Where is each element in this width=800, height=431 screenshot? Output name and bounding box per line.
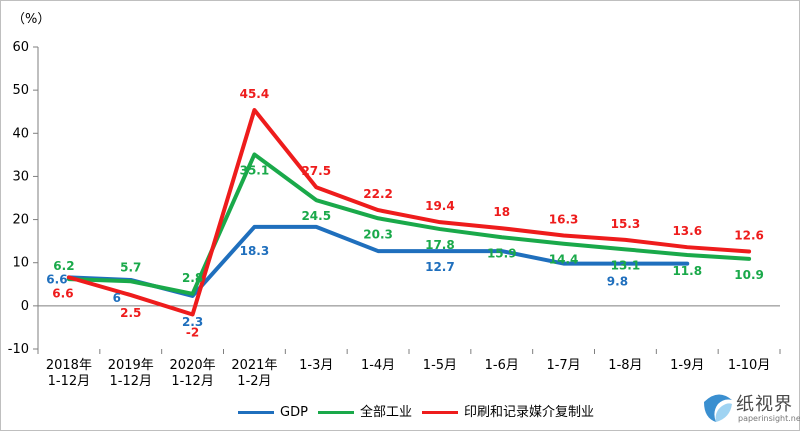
- x-tick-label: 1-8月: [608, 358, 642, 373]
- data-label: 6: [113, 291, 121, 305]
- data-label: 45.4: [240, 87, 270, 101]
- data-label: 13.1: [611, 258, 641, 272]
- y-tick-label: 40: [12, 126, 29, 141]
- data-label: 13.6: [672, 224, 702, 238]
- legend-item: GDP: [238, 405, 308, 420]
- legend-label: 全部工业: [359, 405, 412, 420]
- legend: GDP 全部工业 印刷和记录媒介复制业: [238, 401, 604, 420]
- data-label: 17.8: [425, 238, 455, 252]
- y-tick-label: 20: [12, 213, 29, 228]
- y-tick-label: -10: [8, 342, 29, 357]
- legend-item: 全部工业: [317, 401, 412, 420]
- data-labels: 6.6 6 2.3 18.3 12.7 9.8 6.2 5.7 2.8 35.1 24.5 20.3 1…: [46, 87, 764, 339]
- x-tick-label: 2019年 1-12月: [108, 358, 154, 389]
- series-line-1: [66, 152, 752, 296]
- x-tick-label: 1-5月: [423, 358, 457, 373]
- data-label: 18: [493, 205, 510, 219]
- data-label: 11.8: [672, 264, 702, 278]
- data-label: 6.6: [52, 286, 73, 300]
- data-label: 15.9: [487, 246, 517, 260]
- data-label: 2.8: [182, 271, 203, 285]
- data-label: 5.7: [120, 260, 141, 274]
- y-tick-label: 0: [21, 299, 29, 314]
- data-label: 10.9: [734, 268, 764, 282]
- x-tick-label: 1-3月: [299, 358, 333, 373]
- data-label: 19.4: [425, 199, 455, 213]
- legend-swatch: [421, 411, 458, 414]
- y-tick-label: 60: [12, 40, 29, 55]
- data-label: 35.1: [240, 163, 270, 177]
- series-lines: [66, 107, 752, 317]
- legend-item: 印刷和记录媒介复制业: [421, 401, 594, 420]
- data-label: 22.2: [363, 187, 393, 201]
- data-label: 2.5: [120, 306, 141, 320]
- data-label: 12.7: [425, 260, 455, 274]
- y-unit-label: （%）: [12, 12, 51, 27]
- data-label: 12.6: [734, 228, 764, 242]
- watermark: 纸视界 paperinsight.net: [700, 390, 800, 428]
- x-tick-label: 2021年 1-2月: [231, 358, 277, 389]
- legend-label: 印刷和记录媒介复制业: [463, 405, 594, 420]
- data-label: 16.3: [549, 213, 579, 227]
- x-tick-label: 2018年 1-12月: [46, 358, 92, 389]
- data-label: -2: [186, 325, 199, 339]
- x-tick-label: 1-10月: [728, 358, 771, 373]
- axes: -10 0 10 20 30 40 50 60 2018年 1-12月 2019年 1-12月 2020…: [8, 40, 781, 389]
- data-label: 27.5: [301, 164, 331, 178]
- y-tick-label: 50: [12, 83, 29, 98]
- data-label: 15.3: [611, 217, 641, 231]
- x-tick-label: 1-4月: [361, 358, 395, 373]
- data-label: 24.5: [301, 209, 331, 223]
- watermark-text: 纸视界: [736, 394, 793, 415]
- data-label: 20.3: [363, 227, 393, 241]
- x-tick-label: 1-6月: [485, 358, 519, 373]
- data-label: 6.2: [53, 259, 74, 273]
- series-line-2: [66, 107, 752, 317]
- x-tick-label: 2020年 1-12月: [170, 358, 216, 389]
- legend-swatch: [238, 411, 274, 414]
- legend-label: GDP: [280, 405, 308, 420]
- x-tick-label: 1-7月: [546, 358, 580, 373]
- data-label: 14.4: [549, 253, 579, 267]
- watermark-url: paperinsight.net: [738, 414, 800, 423]
- y-tick-label: 10: [12, 256, 29, 271]
- data-label: 18.3: [240, 244, 270, 258]
- data-label: 9.8: [607, 275, 628, 289]
- x-tick-label: 1-9月: [670, 358, 704, 373]
- y-tick-label: 30: [12, 169, 29, 184]
- legend-swatch: [317, 411, 354, 414]
- data-label: 2.3: [182, 315, 203, 329]
- data-label: 6.6: [46, 272, 67, 286]
- paperinsight-logo-icon: [704, 394, 732, 422]
